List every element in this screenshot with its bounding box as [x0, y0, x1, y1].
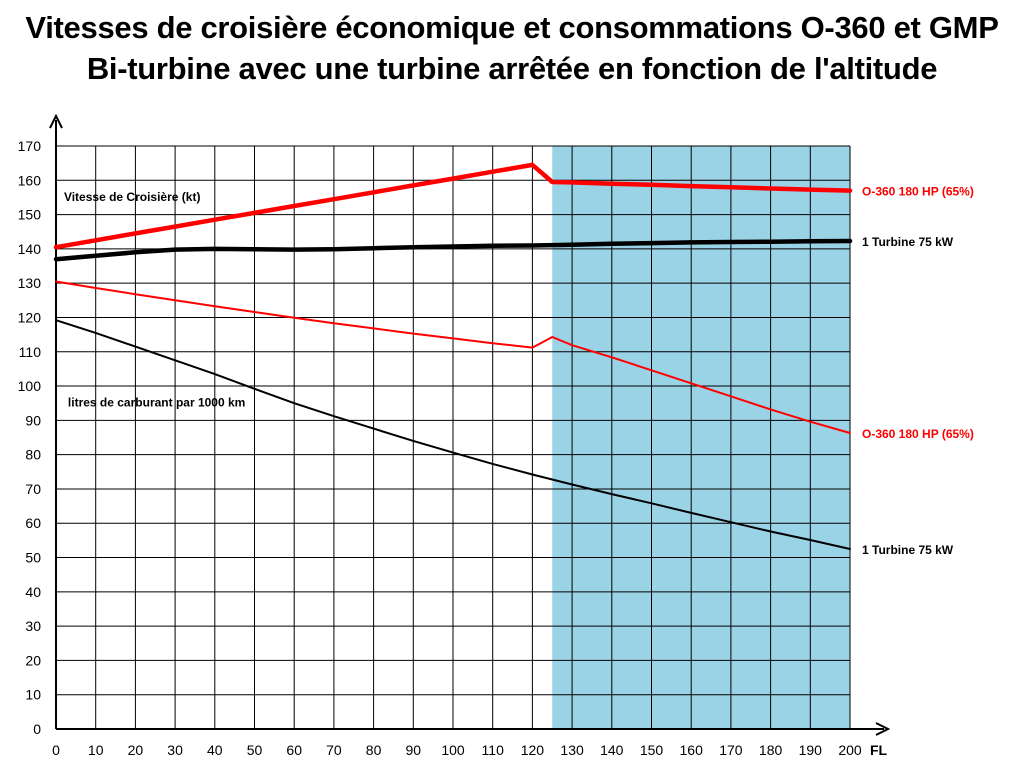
y-tick-label: 170: [18, 138, 42, 154]
series-line: [53, 162, 853, 250]
x-axis-label: FL: [870, 742, 888, 758]
x-tick-label: 140: [600, 742, 624, 758]
y-tick-label: 90: [25, 412, 41, 428]
x-tick-label: 10: [88, 742, 104, 758]
x-tick-label: 90: [406, 742, 422, 758]
x-tick-label: 20: [128, 742, 144, 758]
chart-title: Vitesses de croisière économique et cons…: [25, 10, 999, 45]
y-tick-label: 110: [19, 344, 42, 360]
x-tick-label: 200: [838, 742, 862, 758]
x-tick-label: 160: [680, 742, 704, 758]
series-line: [55, 319, 851, 550]
x-tick-label: 70: [326, 742, 342, 758]
x-tick-label: 120: [521, 742, 545, 758]
y-tick-label: 130: [18, 275, 42, 291]
y-tick-label: 100: [18, 378, 42, 394]
x-tick-label: 130: [560, 742, 584, 758]
x-axis-arrow: [875, 722, 891, 736]
y-tick-label: 70: [25, 481, 41, 497]
y-tick-label: 160: [18, 172, 42, 188]
annotation: Vitesse de Croisière (kt): [64, 190, 201, 204]
y-tick-label: 20: [25, 652, 41, 668]
chart-subtitle: Bi-turbine avec une turbine arrêtée en f…: [86, 51, 938, 86]
series-line: [55, 280, 851, 434]
annotation: litres de carburant par 1000 km: [68, 396, 245, 410]
x-tick-label: 100: [441, 742, 465, 758]
y-tick-label: 40: [25, 584, 41, 600]
x-tick-label: 0: [52, 742, 60, 758]
y-tick-label: 60: [25, 515, 41, 531]
shaded-region: [552, 146, 850, 729]
y-tick-label: 80: [25, 447, 41, 463]
x-tick-label: 30: [167, 742, 183, 758]
y-tick-label: 150: [18, 207, 42, 223]
x-tick-label: 60: [286, 742, 302, 758]
series-label: O-360 180 HP (65%): [862, 427, 974, 441]
y-tick-label: 140: [18, 241, 42, 257]
series-label: O-360 180 HP (65%): [862, 185, 974, 199]
y-tick-label: 120: [18, 309, 42, 325]
y-tick-label: 10: [25, 687, 41, 703]
series-line: [53, 238, 853, 262]
x-tick-label: 110: [482, 742, 505, 758]
x-tick-label: 80: [366, 742, 382, 758]
x-tick-label: 150: [640, 742, 664, 758]
series-label: 1 Turbine 75 kW: [862, 235, 954, 249]
y-axis-arrow: [49, 113, 63, 129]
x-tick-label: 190: [799, 742, 823, 758]
y-tick-label: 0: [33, 721, 41, 737]
y-tick-label: 30: [25, 618, 41, 634]
series-label: 1 Turbine 75 kW: [862, 543, 954, 557]
y-tick-label: 50: [25, 550, 41, 566]
x-tick-label: 50: [247, 742, 263, 758]
x-tick-label: 40: [207, 742, 223, 758]
x-tick-label: 180: [759, 742, 783, 758]
x-tick-label: 170: [719, 742, 743, 758]
